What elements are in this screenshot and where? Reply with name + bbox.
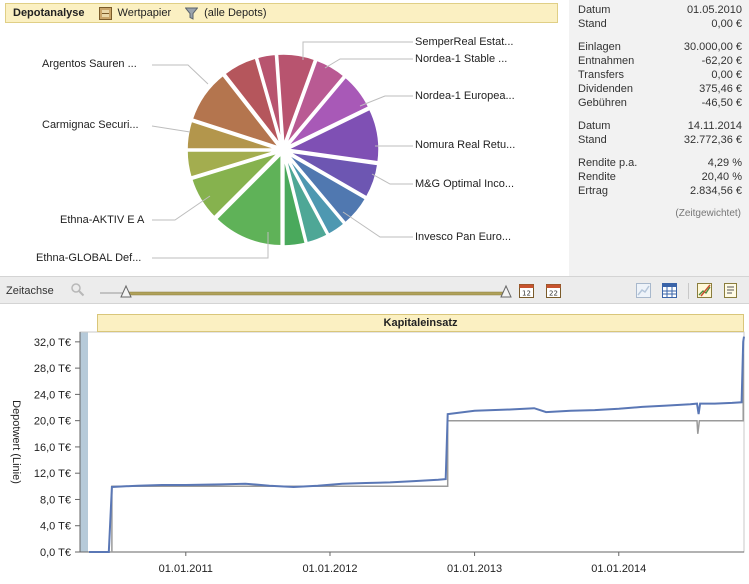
- notes-document-icon[interactable]: [723, 283, 738, 298]
- series-depotwert-line: [89, 336, 745, 553]
- zeitachse-label: Zeitachse: [6, 285, 54, 297]
- stat-stand-end: Stand 32.772,36 €: [578, 134, 742, 146]
- stat-ertrag: Ertrag 2.834,56 €: [578, 185, 742, 197]
- pie-label-invesco: Invesco Pan Euro...: [415, 231, 511, 243]
- pie-leader-line: [359, 95, 413, 107]
- zoom-magnifier-icon[interactable]: [70, 282, 85, 297]
- y-tick-label: 8,0 T€: [40, 494, 71, 506]
- pie-leader-line: [152, 64, 209, 85]
- y-tick-label: 32,0 T€: [34, 337, 71, 349]
- pie-label-nordea-stable: Nordea-1 Stable ...: [415, 53, 508, 65]
- plot-frame: [79, 331, 745, 553]
- pie-slice[interactable]: [283, 57, 347, 148]
- pie-label-nordea-europa: Nordea-1 Europea...: [415, 90, 515, 102]
- pie-label-carmignac: Carmignac Securi...: [42, 119, 139, 131]
- y-axis-label: Depotwert (Linie): [10, 400, 22, 484]
- toolbar-divider: [688, 283, 689, 299]
- pie-leader-line: [342, 211, 413, 238]
- x-tick-label: 01.01.2014: [591, 563, 646, 575]
- pie-slice[interactable]: [185, 119, 280, 151]
- pie-leader-line: [371, 173, 413, 185]
- pie-slice[interactable]: [282, 107, 381, 164]
- slider-start-handle[interactable]: [120, 284, 132, 298]
- stat-transfers: Transfers 0,00 €: [578, 69, 742, 81]
- portfolio-value-chart: 0,0 T€ 4,0 T€ 8,0 T€ 12,0 T€ 16,0 T€ 20,0 T€ 2…: [10, 331, 745, 575]
- pie-leader-line: [152, 232, 269, 259]
- stat-stand-start: Stand 0,00 €: [578, 18, 742, 30]
- y-tick-label: 4,0 T€: [40, 521, 71, 533]
- y-tick-label: 20,0 T€: [34, 416, 71, 428]
- line-chart-icon[interactable]: [636, 283, 651, 298]
- series-kapitaleinsatz-line: [89, 354, 744, 553]
- stat-rendite-pa: Rendite p.a. 4,29 %: [578, 157, 742, 169]
- stat-entnahmen: Entnahmen -62,20 €: [578, 55, 742, 67]
- y-tick-label: 28,0 T€: [34, 363, 71, 375]
- table-view-icon[interactable]: [662, 283, 677, 298]
- filter-funnel-icon[interactable]: [184, 7, 199, 20]
- pie-leader-line: [152, 195, 211, 221]
- x-tick-label: 01.01.2012: [302, 563, 357, 575]
- pie-label-nomura: Nomura Real Retu...: [415, 139, 516, 151]
- time-weighted-note: (Zeitgewichtet): [675, 208, 741, 219]
- y-tick-label: 24,0 T€: [34, 389, 71, 401]
- svg-text:12: 12: [522, 290, 531, 298]
- stat-dividenden: Dividenden 375,46 €: [578, 83, 742, 95]
- timeline-toolbar: Zeitachse 12 22: [0, 276, 749, 304]
- wertpapier-label[interactable]: Wertpapier: [117, 7, 172, 19]
- y-tick-label: 12,0 T€: [34, 468, 71, 480]
- timeline-slider[interactable]: [98, 281, 516, 301]
- security-icon[interactable]: [98, 6, 112, 20]
- x-tick-label: 01.01.2013: [447, 563, 502, 575]
- svg-text:22: 22: [549, 290, 558, 298]
- y-tick-label: 0,0 T€: [40, 547, 71, 559]
- pie-slice[interactable]: [255, 52, 284, 147]
- pie-slice[interactable]: [284, 74, 372, 149]
- y-axis-band: [80, 332, 88, 552]
- allocation-pie-chart: [151, 41, 413, 259]
- stat-gebuehren: Gebühren -46,50 €: [578, 97, 742, 109]
- stat-einlagen: Einlagen 30.000,00 €: [578, 41, 742, 53]
- calendar-start-icon[interactable]: 12: [519, 283, 534, 298]
- stat-datum-start: Datum 01.05.2010: [578, 4, 742, 16]
- chart-edit-icon[interactable]: [697, 283, 712, 298]
- analysis-header-bar: Depotanalyse Wertpapier (alle Depots): [5, 3, 558, 23]
- statistics-panel: Datum 01.05.2010 Stand 0,00 € Einlagen 30.0…: [569, 0, 749, 276]
- pie-slice[interactable]: [282, 153, 308, 248]
- pie-label-argentos: Argentos Sauren ...: [42, 58, 137, 70]
- pie-slice[interactable]: [190, 72, 284, 151]
- pie-slice[interactable]: [189, 150, 281, 220]
- pie-leader-line: [302, 41, 413, 60]
- x-tick-label: 01.01.2011: [159, 563, 213, 575]
- pie-slice[interactable]: [214, 150, 283, 248]
- analysis-title: Depotanalyse: [13, 7, 85, 19]
- stat-rendite: Rendite 20,40 %: [578, 171, 742, 183]
- pie-leader-line: [324, 58, 413, 69]
- pie-label-ethna-global: Ethna-GLOBAL Def...: [36, 252, 142, 264]
- slider-end-handle[interactable]: [500, 284, 512, 298]
- pie-label-ethna-aktiv: Ethna-AKTIV E A: [60, 214, 145, 226]
- pie-leader-line: [151, 125, 191, 133]
- y-tick-label: 16,0 T€: [34, 442, 71, 454]
- calendar-end-icon[interactable]: 22: [546, 283, 561, 298]
- chart-title: Kapitaleinsatz: [97, 314, 744, 332]
- pie-label-semper: SemperReal Estat...: [415, 36, 514, 48]
- stat-datum-end: Datum 14.11.2014: [578, 120, 742, 132]
- depot-filter-label[interactable]: (alle Depots): [204, 7, 267, 19]
- pie-slice[interactable]: [285, 149, 380, 200]
- pie-label-mg: M&G Optimal Inco...: [415, 178, 515, 190]
